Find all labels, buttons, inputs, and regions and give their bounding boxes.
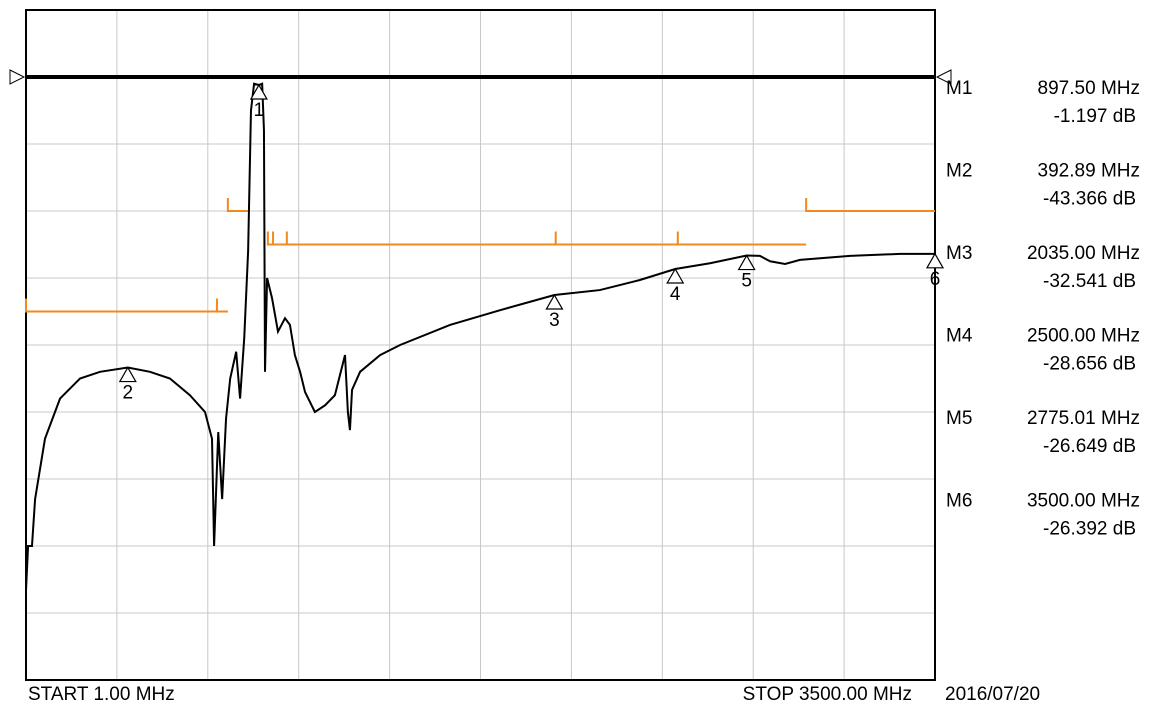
marker-value: -28.656 dB <box>1043 354 1136 375</box>
marker-frequency: 392.89 MHz <box>1038 161 1140 182</box>
marker-frequency: 3500.00 MHz <box>1027 491 1140 512</box>
marker-value: -32.541 dB <box>1043 271 1136 292</box>
date: 2016/07/20 <box>945 684 1040 705</box>
marker-name: M2 <box>946 161 972 182</box>
marker-number: 5 <box>741 271 752 292</box>
marker-name: M6 <box>946 491 972 512</box>
marker-frequency: 897.50 MHz <box>1038 78 1140 99</box>
marker-frequency: 2775.01 MHz <box>1027 408 1140 429</box>
marker-triangle <box>737 254 756 271</box>
limit-line <box>226 198 248 212</box>
marker-value: -26.649 dB <box>1043 436 1136 457</box>
marker-triangle <box>118 366 137 383</box>
marker-name: M1 <box>946 78 972 99</box>
marker-frequency: 2500.00 MHz <box>1027 326 1140 347</box>
limit-line <box>25 298 217 313</box>
limit-line <box>554 231 678 246</box>
ref-arrow-right <box>935 69 952 85</box>
marker-value: -1.197 dB <box>1054 106 1136 127</box>
limit-line <box>285 231 556 246</box>
marker-triangle <box>545 293 564 310</box>
marker-name: M5 <box>946 408 972 429</box>
marker-number: 3 <box>549 310 560 331</box>
limit-line <box>676 231 807 246</box>
marker-number: 6 <box>930 269 941 290</box>
marker-number: 1 <box>254 100 265 121</box>
limit-line <box>266 231 274 246</box>
marker-value: -26.392 dB <box>1043 519 1136 540</box>
trace <box>25 82 936 591</box>
marker-frequency: 2035.00 MHz <box>1027 243 1140 264</box>
marker-triangle <box>249 83 268 100</box>
marker-name: M3 <box>946 243 972 264</box>
ref-arrow-left <box>9 69 26 85</box>
plot-frame <box>25 9 936 681</box>
limit-line <box>805 198 935 212</box>
marker-name: M4 <box>946 326 973 347</box>
marker-number: 4 <box>670 284 681 305</box>
marker-value: -43.366 dB <box>1043 189 1136 210</box>
marker-triangle <box>666 267 685 284</box>
limit-line <box>272 231 287 246</box>
marker-triangle <box>925 252 945 269</box>
marker-number: 2 <box>123 383 134 404</box>
start-label: START 1.00 MHz <box>28 684 175 705</box>
limit-line <box>215 298 228 313</box>
stop-label: STOP 3500.00 MHz <box>743 684 912 705</box>
